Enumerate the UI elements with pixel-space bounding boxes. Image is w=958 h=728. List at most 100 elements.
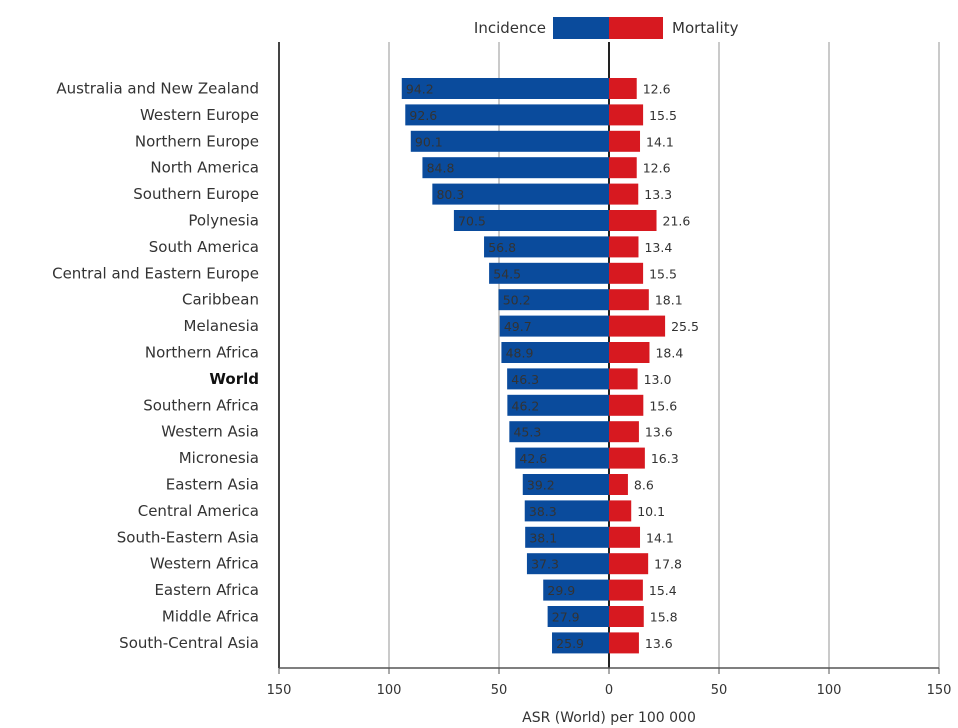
incidence-value-label: 94.2	[406, 82, 434, 97]
incidence-bar	[422, 157, 609, 179]
incidence-value-label: 84.8	[427, 161, 455, 176]
incidence-bar	[501, 342, 609, 363]
incidence-value-label: 56.8	[488, 240, 516, 255]
incidence-bar	[507, 394, 609, 416]
x-tick-label: 150	[927, 683, 952, 698]
mortality-bar	[609, 289, 649, 311]
incidence-bar	[432, 183, 609, 205]
mortality-value-label: 15.5	[649, 266, 677, 281]
mortality-bar	[609, 315, 666, 337]
incidence-bar	[509, 421, 609, 443]
incidence-value-label: 54.5	[493, 266, 521, 281]
mortality-bar	[609, 579, 643, 601]
category-label: Middle Africa	[162, 608, 259, 626]
incidence-value-label: 46.3	[511, 372, 539, 387]
category-label: South America	[149, 238, 259, 256]
mortality-bar	[609, 236, 639, 258]
category-label: Micronesia	[179, 449, 259, 467]
mortality-value-label: 15.8	[650, 610, 678, 625]
incidence-bar	[524, 500, 609, 522]
incidence-bar	[543, 579, 609, 601]
incidence-value-label: 49.7	[504, 319, 532, 334]
incidence-value-label: 37.3	[531, 557, 559, 572]
category-label: World	[209, 370, 259, 388]
legend-swatch-incidence	[553, 17, 609, 39]
category-label: Northern Africa	[145, 344, 259, 362]
mortality-bar	[609, 130, 641, 152]
category-label: Central and Eastern Europe	[52, 264, 259, 282]
category-label: Australia and New Zealand	[56, 80, 259, 98]
x-tick-label: 50	[491, 683, 508, 698]
mortality-bar	[609, 526, 641, 548]
mortality-bar	[609, 157, 637, 179]
mortality-value-label: 17.8	[654, 557, 682, 572]
mortality-value-label: 12.6	[643, 82, 671, 97]
mortality-bar	[609, 368, 638, 390]
incidence-value-label: 90.1	[415, 134, 443, 149]
incidence-value-label: 48.9	[506, 346, 534, 361]
mortality-bar	[609, 606, 644, 627]
mortality-value-label: 18.1	[655, 293, 683, 308]
incidence-bar	[489, 262, 609, 284]
mortality-value-label: 15.5	[649, 108, 677, 123]
incidence-value-label: 45.3	[513, 425, 541, 440]
x-axis: ASR (World) per 100 000 150 100 50 0 50 100 15…	[267, 667, 952, 726]
labels-group: 94.2 12.6 Australia and New Zealand 92.6 15.…	[52, 80, 699, 652]
incidence-bar	[498, 289, 609, 311]
mortality-value-label: 10.1	[637, 504, 665, 519]
mortality-value-label: 13.6	[645, 636, 673, 651]
category-label: Eastern Asia	[166, 476, 259, 494]
mortality-value-label: 13.6	[645, 425, 673, 440]
legend-label-mortality: Mortality	[672, 19, 739, 37]
incidence-value-label: 38.3	[529, 504, 557, 519]
incidence-bar	[453, 210, 609, 231]
mortality-bar	[609, 447, 645, 469]
legend-swatch-mortality	[609, 17, 663, 39]
x-tick-label: 100	[817, 683, 842, 698]
category-label: Western Europe	[140, 106, 259, 124]
mortality-value-label: 14.1	[646, 134, 674, 149]
incidence-bar	[525, 526, 609, 548]
category-label: Polynesia	[188, 212, 259, 230]
x-tick-label: 150	[267, 683, 292, 698]
mortality-value-label: 13.4	[644, 240, 672, 255]
legend: Incidence Mortality	[474, 17, 739, 39]
mortality-bar	[609, 342, 650, 363]
mortality-bar	[609, 421, 639, 443]
incidence-value-label: 38.1	[529, 530, 557, 545]
category-label: Eastern Africa	[154, 581, 259, 599]
legend-label-incidence: Incidence	[474, 19, 546, 37]
category-label: Melanesia	[184, 317, 259, 335]
category-label: Central America	[138, 502, 259, 520]
category-label: Western Africa	[150, 555, 259, 573]
incidence-bar	[547, 606, 609, 627]
x-axis-title: ASR (World) per 100 000	[522, 710, 696, 726]
mortality-value-label: 15.4	[649, 583, 677, 598]
x-tick-label: 50	[711, 683, 728, 698]
mortality-value-label: 15.6	[649, 398, 677, 413]
category-label: North America	[150, 159, 259, 177]
incidence-bar	[410, 130, 609, 152]
mortality-bar	[609, 394, 644, 416]
incidence-value-label: 39.2	[527, 478, 555, 493]
bars-group	[401, 78, 666, 654]
incidence-value-label: 70.5	[458, 214, 486, 229]
x-tick-label: 100	[377, 683, 402, 698]
incidence-value-label: 27.9	[552, 610, 580, 625]
incidence-bar	[507, 368, 609, 390]
incidence-value-label: 92.6	[409, 108, 437, 123]
incidence-bar	[405, 104, 609, 126]
mortality-value-label: 25.5	[671, 319, 699, 334]
incidence-value-label: 25.9	[556, 636, 584, 651]
category-label: Western Asia	[161, 423, 259, 441]
mortality-value-label: 21.6	[663, 214, 691, 229]
x-tick-label: 0	[605, 683, 613, 698]
incidence-value-label: 46.2	[512, 398, 540, 413]
incidence-bar	[484, 236, 609, 258]
mortality-bar	[609, 262, 644, 284]
mortality-bar	[609, 474, 628, 495]
mortality-bar	[609, 500, 632, 522]
category-label: Caribbean	[182, 291, 259, 309]
mortality-value-label: 18.4	[655, 346, 683, 361]
incidence-bar	[552, 632, 609, 654]
